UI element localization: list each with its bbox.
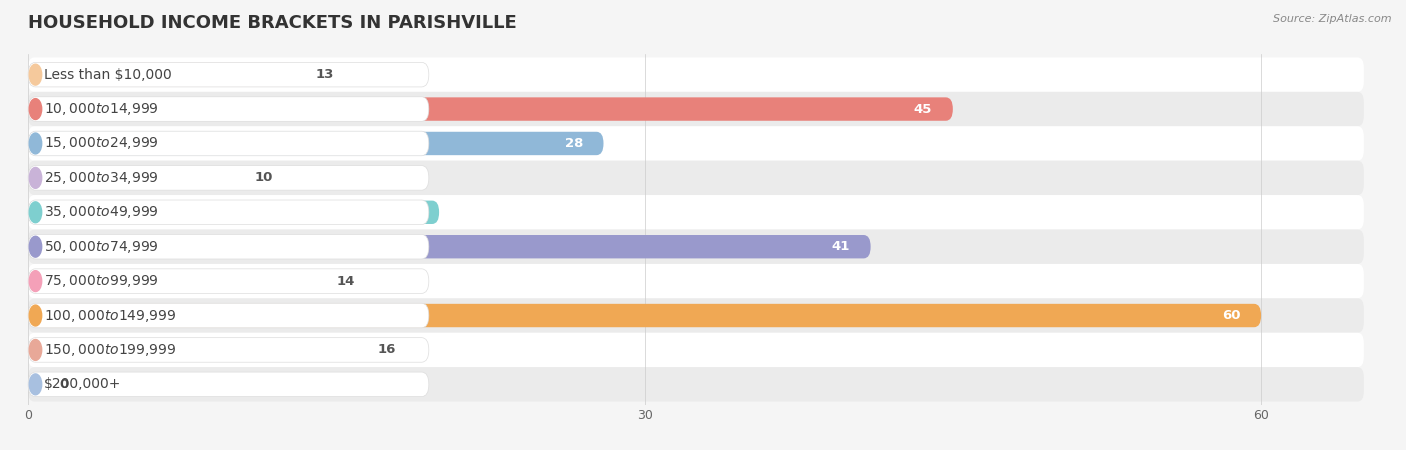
FancyBboxPatch shape	[28, 264, 1364, 298]
FancyBboxPatch shape	[28, 333, 1364, 367]
Text: 60: 60	[1222, 309, 1240, 322]
Text: $150,000 to $199,999: $150,000 to $199,999	[44, 342, 177, 358]
FancyBboxPatch shape	[28, 92, 1364, 126]
Circle shape	[30, 305, 42, 326]
Text: $10,000 to $14,999: $10,000 to $14,999	[44, 101, 159, 117]
Text: $75,000 to $99,999: $75,000 to $99,999	[44, 273, 159, 289]
FancyBboxPatch shape	[28, 195, 1364, 230]
FancyBboxPatch shape	[28, 97, 429, 122]
Text: 13: 13	[316, 68, 335, 81]
FancyBboxPatch shape	[28, 201, 439, 224]
FancyBboxPatch shape	[28, 131, 429, 156]
FancyBboxPatch shape	[28, 298, 1364, 333]
Circle shape	[30, 202, 42, 223]
FancyBboxPatch shape	[28, 63, 429, 87]
Text: 45: 45	[914, 103, 932, 116]
FancyBboxPatch shape	[28, 58, 1364, 92]
Text: Source: ZipAtlas.com: Source: ZipAtlas.com	[1274, 14, 1392, 23]
FancyBboxPatch shape	[28, 372, 429, 396]
Text: 14: 14	[336, 274, 354, 288]
Text: 0: 0	[59, 378, 69, 391]
Circle shape	[30, 64, 42, 85]
FancyBboxPatch shape	[28, 166, 233, 189]
Circle shape	[30, 99, 42, 120]
Text: 16: 16	[377, 343, 396, 356]
FancyBboxPatch shape	[28, 304, 1261, 327]
Text: 20: 20	[401, 206, 419, 219]
Text: 41: 41	[832, 240, 851, 253]
Circle shape	[30, 374, 42, 395]
Circle shape	[30, 133, 42, 154]
Text: Less than $10,000: Less than $10,000	[44, 68, 172, 81]
Circle shape	[30, 236, 42, 257]
FancyBboxPatch shape	[28, 126, 1364, 161]
Text: HOUSEHOLD INCOME BRACKETS IN PARISHVILLE: HOUSEHOLD INCOME BRACKETS IN PARISHVILLE	[28, 14, 517, 32]
Text: $25,000 to $34,999: $25,000 to $34,999	[44, 170, 159, 186]
FancyBboxPatch shape	[28, 161, 1364, 195]
FancyBboxPatch shape	[28, 303, 429, 328]
FancyBboxPatch shape	[28, 338, 357, 362]
Circle shape	[30, 339, 42, 360]
Text: $50,000 to $74,999: $50,000 to $74,999	[44, 238, 159, 255]
Text: $100,000 to $149,999: $100,000 to $149,999	[44, 307, 177, 324]
FancyBboxPatch shape	[28, 234, 429, 259]
Text: $200,000+: $200,000+	[44, 378, 122, 392]
Text: $35,000 to $49,999: $35,000 to $49,999	[44, 204, 159, 220]
Text: 10: 10	[254, 171, 273, 184]
FancyBboxPatch shape	[28, 338, 429, 362]
Text: 28: 28	[565, 137, 583, 150]
FancyBboxPatch shape	[28, 230, 1364, 264]
FancyBboxPatch shape	[28, 97, 953, 121]
FancyBboxPatch shape	[28, 166, 429, 190]
FancyBboxPatch shape	[28, 235, 870, 258]
Circle shape	[30, 271, 42, 292]
FancyBboxPatch shape	[28, 63, 295, 86]
FancyBboxPatch shape	[28, 269, 429, 293]
FancyBboxPatch shape	[28, 270, 316, 293]
Text: $15,000 to $24,999: $15,000 to $24,999	[44, 135, 159, 152]
Circle shape	[30, 167, 42, 188]
FancyBboxPatch shape	[28, 200, 429, 225]
FancyBboxPatch shape	[28, 367, 1364, 401]
FancyBboxPatch shape	[28, 132, 603, 155]
